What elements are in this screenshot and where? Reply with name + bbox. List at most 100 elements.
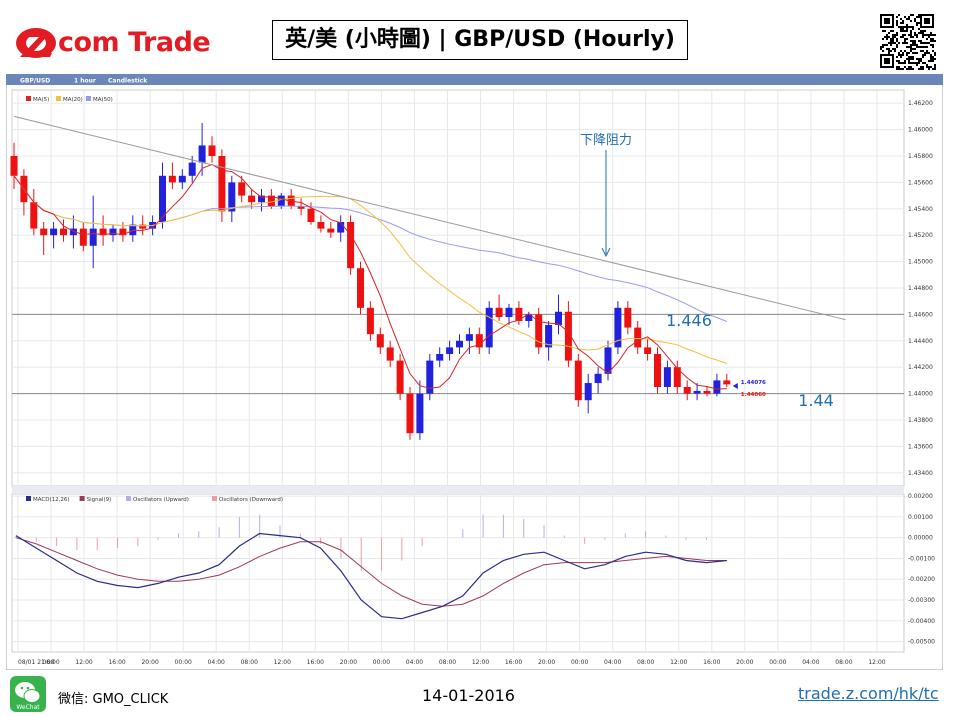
candle-body <box>198 145 206 163</box>
candle-body <box>535 314 543 348</box>
ma20-line <box>13 175 727 364</box>
candle-body <box>574 360 582 401</box>
resistance-arrowhead <box>601 247 611 258</box>
x-tick-label: 04:00 <box>802 659 819 666</box>
website-link[interactable]: trade.z.com/hk/tc <box>798 684 939 703</box>
x-tick-label: 04:00 <box>208 659 225 666</box>
x-tick-label: 08:00 <box>637 659 654 666</box>
level-low-label: 1.44 <box>798 391 834 410</box>
date-label: 14-01-2016 <box>422 686 515 705</box>
candle-body <box>60 228 67 236</box>
macd-legend-swatch <box>79 496 85 501</box>
candle-body <box>119 228 127 236</box>
candle-body <box>30 202 38 229</box>
candle-body <box>555 311 562 325</box>
candle-body <box>238 182 246 196</box>
candle-body <box>475 334 483 348</box>
price-legend-swatch <box>86 96 91 101</box>
macd-y-tick-label: 0.00200 <box>908 493 933 500</box>
price-y-tick-label: 1.46000 <box>908 127 933 134</box>
candle-body <box>564 311 572 361</box>
x-tick-label: 00:00 <box>571 659 588 666</box>
candle-body <box>406 393 414 434</box>
candle-body <box>89 228 97 246</box>
x-tick-label: 08/01 21:00 <box>18 659 55 666</box>
price-y-tick-label: 1.45400 <box>908 206 933 213</box>
x-tick-label: 04:00 <box>406 659 423 666</box>
candle-body <box>99 228 107 236</box>
candle-body <box>109 228 117 236</box>
ask-price-label: 1.44060 <box>741 392 766 398</box>
x-tick-label: 16:00 <box>703 659 720 666</box>
macd-legend-swatch <box>26 496 31 501</box>
macd-legend-label: Oscillators (Downward) <box>219 497 283 503</box>
candle-body <box>218 156 226 212</box>
candle-body <box>307 208 315 222</box>
qr-code-icon <box>880 14 936 70</box>
candle-body <box>416 393 424 434</box>
candle-body <box>366 307 374 335</box>
candle-body <box>456 340 463 348</box>
trendline <box>13 115 846 321</box>
price-y-tick-label: 1.43400 <box>908 470 933 477</box>
candle-body <box>465 334 473 341</box>
candle-body <box>644 347 652 354</box>
chart-header-period: 1 hour <box>74 78 96 85</box>
x-tick-label: 00:00 <box>373 659 390 666</box>
candle-body <box>515 307 523 321</box>
candle-body <box>624 307 632 328</box>
candle-body <box>703 390 711 394</box>
candle-body <box>663 367 671 387</box>
candle-body <box>386 347 394 361</box>
price-y-tick-label: 1.44000 <box>908 391 933 398</box>
bid-price-marker <box>732 383 738 389</box>
candle-body <box>446 347 454 354</box>
price-y-tick-label: 1.44600 <box>908 311 933 318</box>
wechat-badge-label: WeChat <box>16 704 40 711</box>
candle-body <box>168 175 176 183</box>
candle-body <box>10 156 18 176</box>
price-legend-label: MA(5) <box>33 97 49 103</box>
resistance-label: 下降阻力 <box>580 133 632 148</box>
candle-body <box>495 307 503 318</box>
price-y-tick-label: 1.43800 <box>908 417 933 424</box>
macd-y-tick-label: -0.00200 <box>908 576 935 583</box>
candle-body <box>40 228 48 236</box>
candle-body <box>654 354 661 387</box>
x-tick-label: 00:00 <box>175 659 192 666</box>
chart-header-symbol: GBP/USD <box>20 78 50 85</box>
macd-panel <box>11 493 905 653</box>
price-y-tick-label: 1.46200 <box>908 100 933 107</box>
candle-body <box>673 367 681 387</box>
candle-body <box>159 175 166 222</box>
macd-line <box>15 532 727 620</box>
price-y-tick-label: 1.43600 <box>908 443 933 450</box>
macd-legend-swatch <box>212 496 217 501</box>
macd-legend-label: Oscillators (Upward) <box>133 497 189 503</box>
x-tick-label: 00:00 <box>769 659 786 666</box>
signal-line <box>15 537 727 607</box>
candle-body <box>258 195 265 203</box>
x-tick-label: 08:00 <box>241 659 258 666</box>
bid-price-label: 1.44076 <box>741 380 766 386</box>
candle-body <box>426 360 434 394</box>
x-tick-label: 12:00 <box>274 659 291 666</box>
macd-legend-swatch <box>126 496 131 501</box>
candle-body <box>436 354 444 361</box>
wechat-id: 微信: GMO_CLICK <box>58 692 169 707</box>
x-tick-label: 20:00 <box>340 659 357 666</box>
candle-body <box>614 307 622 348</box>
candle-body <box>683 387 691 394</box>
x-tick-label: 16:00 <box>108 659 125 666</box>
candle-body <box>584 383 592 401</box>
chart-header-bar <box>6 74 943 85</box>
macd-y-tick-label: -0.00500 <box>908 639 935 646</box>
macd-legend-label: Signal(9) <box>87 497 112 503</box>
candle-body <box>357 268 364 308</box>
level-high-label: 1.446 <box>666 311 712 330</box>
macd-y-tick-label: -0.00300 <box>908 597 935 604</box>
x-tick-label: 06:00 <box>42 659 59 666</box>
x-tick-label: 20:00 <box>141 659 158 666</box>
x-tick-label: 20:00 <box>736 659 753 666</box>
macd-y-tick-label: -0.00100 <box>908 555 935 562</box>
